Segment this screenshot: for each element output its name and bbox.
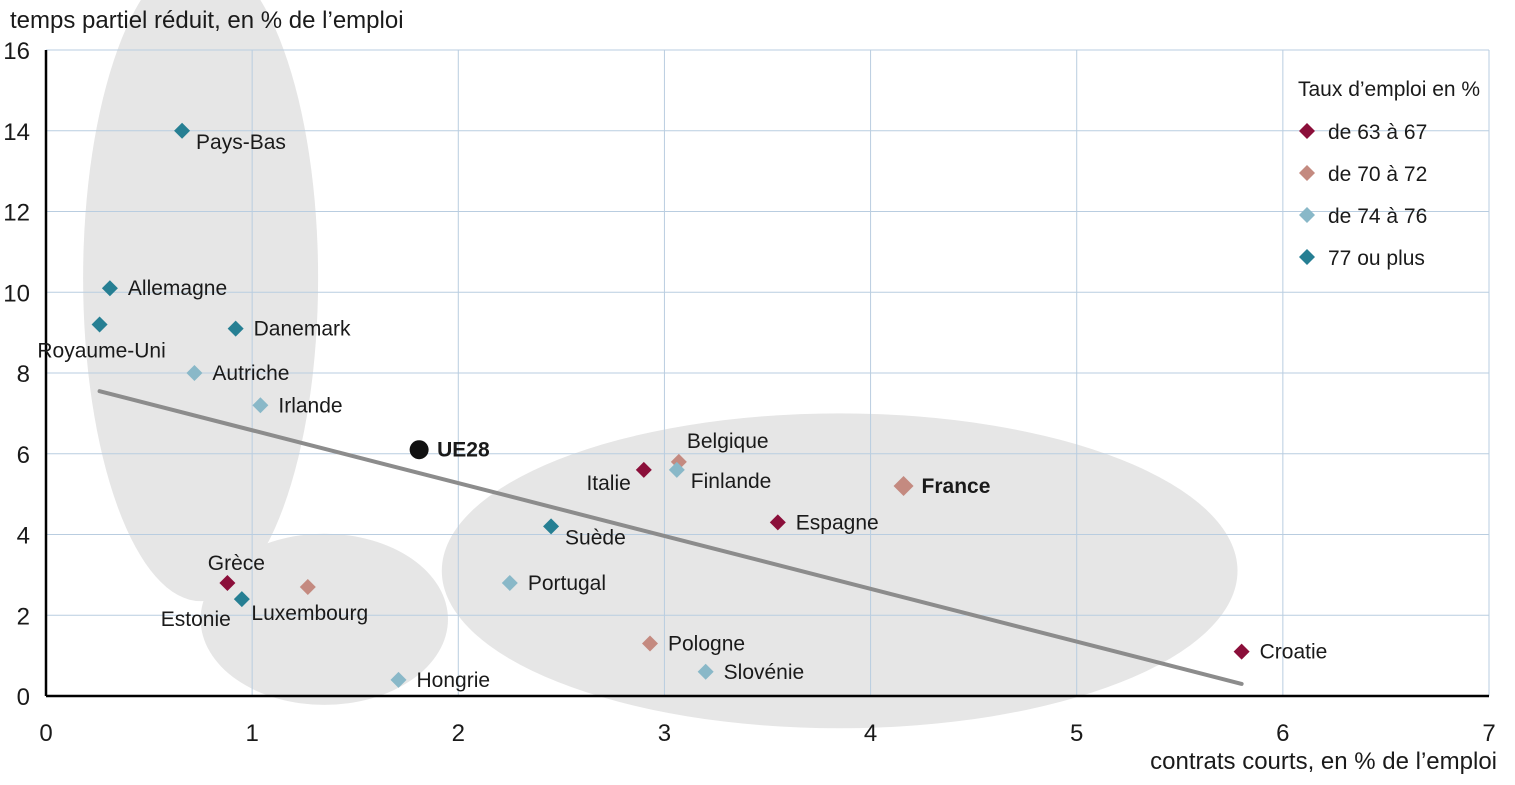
legend-swatch bbox=[1299, 249, 1315, 265]
y-tick-label: 6 bbox=[17, 442, 30, 469]
x-tick-label: 7 bbox=[1482, 720, 1495, 747]
point-luxembourg bbox=[299, 578, 316, 595]
point-label-royaume-uni: Royaume-Uni bbox=[37, 340, 165, 363]
legend-swatch bbox=[1299, 123, 1315, 139]
point-label-espagne: Espagne bbox=[796, 511, 879, 534]
axes bbox=[44, 50, 1489, 698]
y-tick-label: 16 bbox=[3, 38, 30, 65]
legend-label: de 74 à 76 bbox=[1328, 205, 1427, 228]
cluster-shapes bbox=[83, 0, 1238, 729]
point-label-ue28: UE28 bbox=[437, 439, 490, 462]
point-suede bbox=[543, 518, 560, 535]
y-axis-title: temps partiel réduit, en % de l’emploi bbox=[10, 7, 404, 34]
point-label-portugal: Portugal bbox=[528, 572, 606, 595]
y-tick-label: 8 bbox=[17, 361, 30, 388]
x-tick-label: 3 bbox=[658, 720, 671, 747]
legend: Taux d’emploi en % de 63 à 67 de 70 à 72 d… bbox=[1298, 78, 1480, 270]
legend-label: de 63 à 67 bbox=[1328, 121, 1427, 144]
y-tick-labels: 0 2 4 6 8 10 12 14 16 bbox=[3, 38, 30, 711]
point-espagne bbox=[769, 514, 786, 531]
point-label-irlande: Irlande bbox=[278, 394, 342, 417]
x-tick-label: 4 bbox=[864, 720, 877, 747]
point-finlande bbox=[668, 461, 685, 478]
point-label-danemark: Danemark bbox=[254, 318, 351, 341]
cluster-ellipse-1 bbox=[83, 0, 319, 602]
legend-label: de 70 à 72 bbox=[1328, 163, 1427, 186]
point-label-pays-bas: Pays-Bas bbox=[196, 131, 286, 154]
y-tick-label: 4 bbox=[17, 523, 30, 550]
legend-title: Taux d’emploi en % bbox=[1298, 78, 1480, 101]
x-tick-label: 1 bbox=[245, 720, 258, 747]
point-label-france: France bbox=[922, 475, 991, 498]
y-tick-label: 0 bbox=[17, 684, 30, 711]
legend-swatch bbox=[1299, 165, 1315, 181]
x-tick-label: 2 bbox=[452, 720, 465, 747]
point-grece bbox=[219, 574, 236, 591]
point-label-croatie: Croatie bbox=[1260, 641, 1328, 664]
point-royaume-uni bbox=[91, 316, 108, 333]
point-label-belgique: Belgique bbox=[687, 430, 769, 453]
regression-line bbox=[97, 389, 1244, 686]
point-label-slovenie: Slovénie bbox=[724, 661, 805, 684]
x-tick-label: 0 bbox=[39, 720, 52, 747]
point-label-pologne: Pologne bbox=[668, 633, 745, 656]
point-label-estonie: Estonie bbox=[161, 608, 231, 631]
point-portugal bbox=[501, 574, 518, 591]
y-tick-label: 2 bbox=[17, 603, 30, 630]
point-hongrie bbox=[390, 671, 407, 688]
point-label-autriche: Autriche bbox=[212, 362, 289, 385]
cluster-ellipse-2 bbox=[200, 533, 448, 705]
point-ue28 bbox=[409, 440, 429, 460]
y-tick-label: 14 bbox=[3, 119, 30, 146]
point-autriche bbox=[186, 365, 203, 381]
point-label-luxembourg: Luxembourg bbox=[251, 602, 368, 625]
y-tick-label: 10 bbox=[3, 280, 30, 307]
point-label-italie: Italie bbox=[586, 472, 630, 495]
point-france bbox=[893, 476, 914, 497]
point-label-suede: Suède bbox=[565, 526, 626, 549]
grid-lines bbox=[46, 49, 1490, 696]
point-label-grece: Grèce bbox=[208, 552, 265, 575]
trend-line bbox=[97, 389, 1244, 686]
point-italie bbox=[635, 461, 652, 478]
legend-swatch bbox=[1299, 207, 1315, 223]
x-tick-label: 5 bbox=[1070, 720, 1083, 747]
point-label-allemagne: Allemagne bbox=[128, 277, 227, 300]
x-tick-labels: 0 1 2 3 4 5 6 7 bbox=[39, 720, 1495, 747]
cluster-ellipse-3 bbox=[441, 413, 1238, 729]
y-tick-label: 12 bbox=[3, 200, 30, 227]
data-points: Pays-Bas Allemagne Danemark Royaume-Uni Autr… bbox=[37, 122, 1328, 692]
point-estonie bbox=[233, 591, 250, 608]
point-pays-bas bbox=[174, 122, 191, 139]
x-tick-label: 6 bbox=[1276, 720, 1289, 747]
point-label-finlande: Finlande bbox=[691, 470, 772, 493]
point-slovenie bbox=[697, 663, 714, 680]
point-croatie bbox=[1233, 643, 1250, 660]
point-label-hongrie: Hongrie bbox=[417, 669, 491, 692]
point-pologne bbox=[641, 635, 658, 652]
point-irlande bbox=[252, 397, 269, 414]
point-danemark bbox=[227, 320, 244, 337]
legend-label: 77 ou plus bbox=[1328, 247, 1425, 270]
x-axis-title: contrats courts, en % de l’emploi bbox=[1150, 748, 1497, 775]
point-allemagne bbox=[101, 280, 118, 297]
